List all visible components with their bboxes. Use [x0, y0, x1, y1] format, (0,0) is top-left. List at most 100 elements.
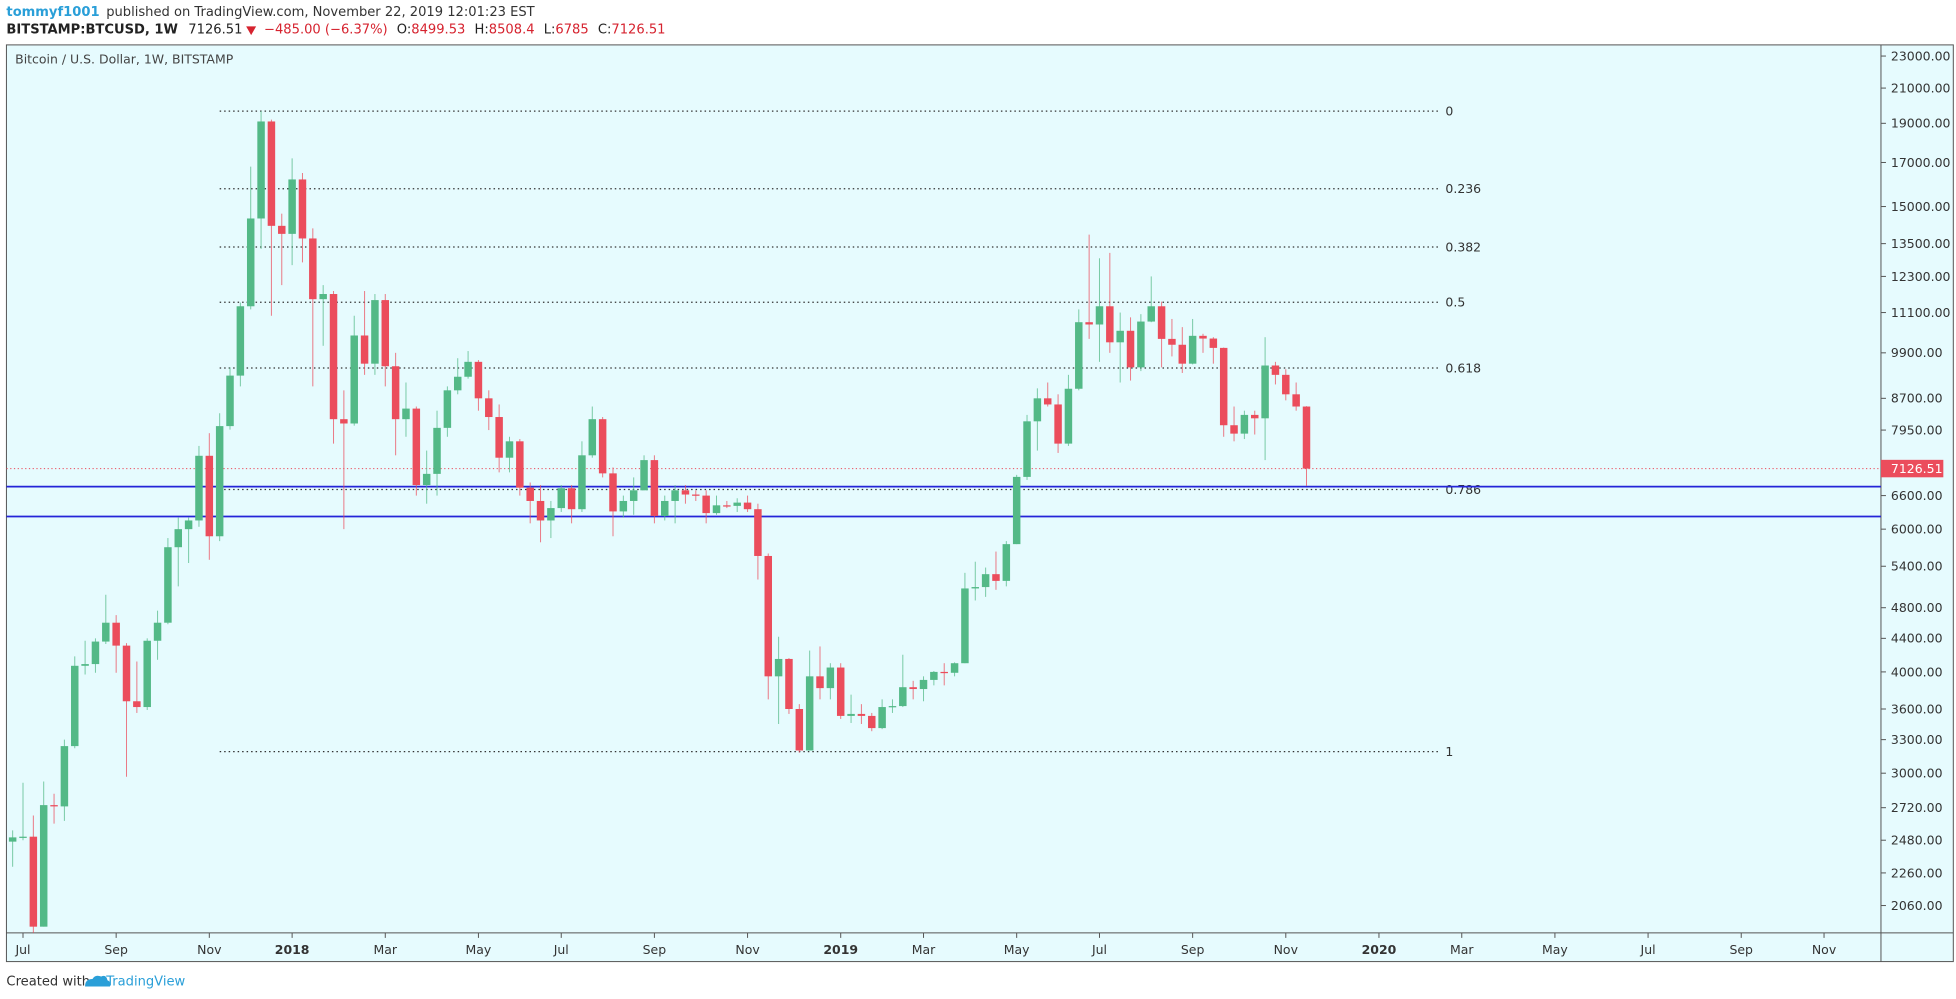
candle-body	[412, 408, 421, 486]
candle-body	[619, 500, 628, 512]
fib-level-label: 1	[1445, 744, 1453, 759]
candle-body	[940, 671, 948, 674]
x-tick-label: May	[1004, 942, 1030, 957]
candle-body	[888, 706, 897, 708]
y-tick-label: 8700.00	[1891, 391, 1943, 406]
y-tick-label: 11100.00	[1891, 305, 1951, 320]
candle-body	[1043, 398, 1052, 405]
candle-body	[805, 676, 814, 751]
candle-body	[443, 390, 452, 428]
chart-frame	[5, 44, 1954, 963]
candle-body	[309, 238, 317, 300]
open-value: 8499.53	[411, 23, 465, 38]
candle-body	[961, 588, 969, 664]
candle-body	[1095, 306, 1104, 325]
candle-body	[816, 676, 824, 689]
candle-body	[681, 490, 690, 495]
fib-level-label: 0.786	[1445, 482, 1481, 497]
candle-body	[712, 505, 721, 514]
candle-body	[743, 502, 752, 510]
candle-body	[526, 487, 534, 501]
y-tick-label: 3600.00	[1891, 701, 1943, 716]
candle-body	[122, 645, 131, 702]
candle-body	[8, 837, 17, 842]
candle-body	[1002, 544, 1011, 581]
candle-body	[981, 574, 990, 588]
x-tick-label: Jul	[14, 942, 30, 957]
candle-body	[1302, 406, 1311, 469]
candle-body	[174, 529, 183, 548]
candle-body	[1209, 338, 1218, 348]
x-tick-label: Sep	[643, 942, 667, 957]
x-tick-label: 2020	[1362, 942, 1397, 957]
candle-body	[785, 658, 793, 710]
x-tick-label: Nov	[1274, 942, 1298, 957]
candle-body	[847, 713, 855, 716]
x-tick-label: Nov	[197, 942, 221, 957]
candle-body	[246, 218, 255, 307]
published: published on TradingView.com, November 2…	[106, 5, 535, 20]
candle-body	[278, 225, 286, 234]
candle-body	[1282, 374, 1290, 395]
axes: 23000.00 21000.00 19000.00 17000.00 15000.00…	[14, 48, 1950, 957]
candle-body	[567, 488, 576, 510]
low-label: L:	[544, 23, 556, 38]
candle-body	[485, 398, 493, 418]
x-tick-label: Mar	[374, 942, 398, 957]
candle-body	[195, 455, 203, 521]
candle-body	[1251, 414, 1259, 419]
candle-body	[360, 335, 369, 364]
x-tick-label: Mar	[912, 942, 936, 957]
y-tick-label: 2060.00	[1891, 898, 1943, 913]
y-tick-label: 13500.00	[1891, 236, 1951, 251]
y-tick-label: 4400.00	[1891, 631, 1943, 646]
footer-brand[interactable]: TradingView	[105, 974, 185, 989]
candle-body	[81, 664, 89, 666]
candle-body	[536, 500, 545, 521]
candle-body	[702, 495, 710, 514]
x-tick-label: Jul	[1091, 942, 1107, 957]
candle-body	[671, 490, 679, 501]
candle-body	[112, 622, 120, 646]
candle-body	[661, 500, 669, 516]
candle-body	[1219, 347, 1228, 426]
y-tick-label: 2720.00	[1891, 800, 1943, 815]
y-tick-label: 9900.00	[1891, 345, 1943, 360]
candle-body	[381, 300, 390, 367]
candle-body	[836, 667, 845, 716]
candle-body	[588, 419, 597, 456]
candle-body	[474, 361, 483, 399]
high-value: 8508.4	[489, 23, 535, 38]
candle-body	[1188, 335, 1197, 364]
x-tick-label: 2019	[823, 942, 858, 957]
candle-body	[60, 746, 69, 807]
candle-body	[1064, 388, 1073, 444]
low-value: 6785	[555, 23, 588, 38]
candle-body	[1168, 338, 1176, 345]
candle-body	[547, 508, 555, 521]
symbol: BITSTAMP:BTCUSD, 1W	[6, 23, 178, 38]
candle-body	[1106, 306, 1114, 343]
fib-level-label: 0.382	[1445, 239, 1481, 254]
candle-body	[857, 713, 866, 716]
change: −485.00 (−6.37%)	[264, 23, 388, 38]
candle-body	[350, 335, 358, 424]
x-tick-label: 2018	[275, 942, 310, 957]
y-tick-label: 6600.00	[1891, 488, 1943, 503]
y-tick-label: 3000.00	[1891, 766, 1943, 781]
fib-level-label: 0.5	[1445, 295, 1465, 310]
candle-body	[1126, 330, 1135, 368]
author[interactable]: tommyf1001	[6, 5, 99, 20]
candle-body	[1261, 365, 1269, 419]
candle-body	[1271, 365, 1280, 375]
candle-body	[516, 441, 524, 488]
candle-body	[826, 667, 835, 689]
candle-body	[930, 671, 938, 680]
candle-body	[102, 622, 110, 642]
open-label: O:	[397, 23, 411, 38]
candle-body	[39, 805, 48, 927]
x-tick-label: Jul	[553, 942, 569, 957]
candle-body	[164, 547, 172, 623]
candle-body	[298, 179, 307, 239]
